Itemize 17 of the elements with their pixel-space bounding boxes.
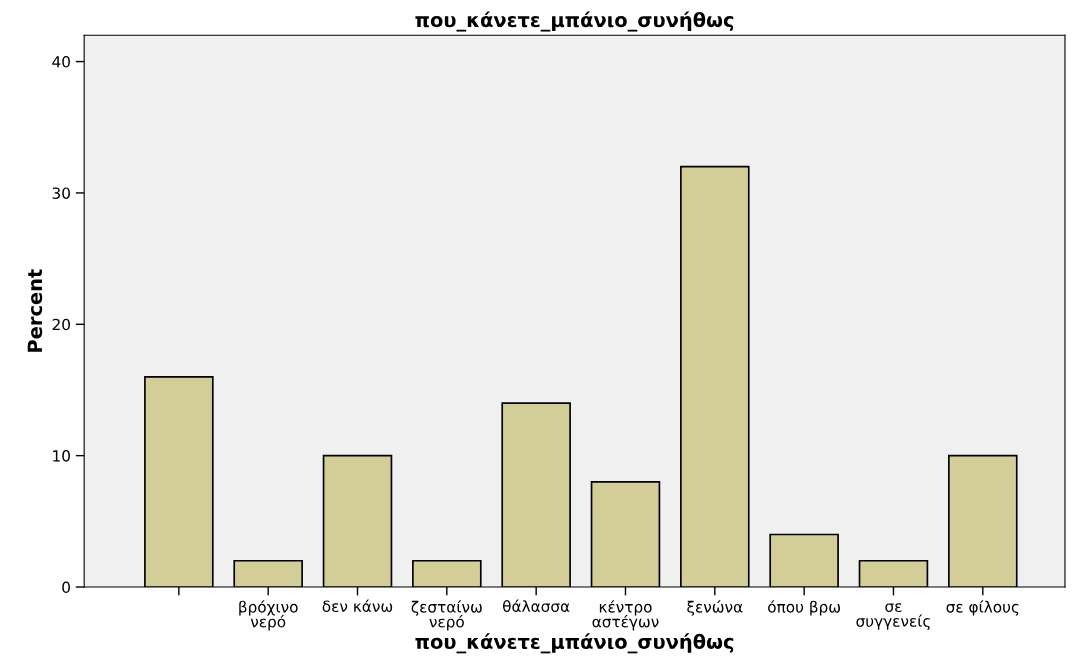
x-tick-label: όπου βρω [768,600,841,616]
x-tick-label: δεν κάνω [322,599,393,613]
y-tick-label: 40 [52,56,70,68]
x-tick-label: ξενώνα [687,600,743,616]
x-tick-label: σε φίλους [946,600,1019,616]
y-tick-label: 10 [53,450,70,462]
y-tick-label: 30 [52,187,70,199]
y-tick-label: 0 [62,581,70,594]
x-tick-label: κέντρο αστέγων [592,600,659,631]
x-axis-title: που_κάνετε_μπάνιο_συνήθως [415,633,734,654]
x-tick-label: σε συγγενείς [856,603,930,630]
x-tick-label: βρόχινο νερό [239,600,298,631]
y-tick-label: 20 [52,318,70,331]
y-axis-title: Percent [27,269,43,352]
chart-title: που_κάνετε_μπάνιο_συνήθως [415,11,734,32]
x-tick-label: ζεσταίνω νερό [411,600,482,631]
x-tick-label: θάλασσα [503,599,570,613]
